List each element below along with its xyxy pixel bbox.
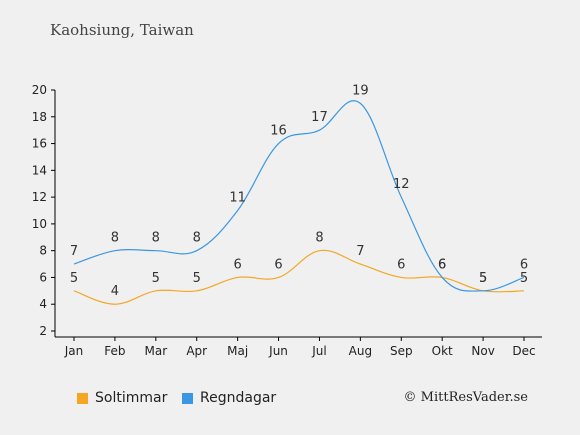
data-label-sun: 6 [438, 257, 446, 272]
data-label-sun: 5 [479, 271, 487, 286]
legend-swatch-rain [182, 392, 193, 404]
x-tick-label: Feb [104, 344, 125, 358]
data-label-sun: 6 [397, 257, 405, 272]
x-tick-label: Apr [186, 344, 207, 358]
data-label-sun: 5 [193, 271, 201, 286]
data-label-sun: 5 [152, 271, 160, 286]
x-tick-label: Mar [144, 344, 167, 358]
data-label-sun: 4 [111, 284, 119, 299]
data-label-sun: 6 [274, 257, 282, 272]
x-tick-label: Aug [349, 344, 372, 358]
data-label-sun: 8 [315, 231, 323, 246]
x-tick-label: Sep [390, 344, 413, 358]
data-label-rain: 17 [311, 110, 328, 125]
y-tick-label: 18 [32, 110, 47, 124]
y-tick-label: 6 [39, 270, 47, 284]
x-tick-label: Okt [432, 344, 453, 358]
legend-label-sun: Soltimmar [95, 390, 168, 406]
legend-item-rain: Regndagar [182, 390, 276, 406]
legend-item-sun: Soltimmar [77, 390, 167, 406]
x-tick-label: Jan [64, 344, 84, 358]
x-tick-label: Nov [471, 344, 494, 358]
data-label-rain: 19 [352, 83, 369, 98]
legend-label-rain: Regndagar [200, 390, 277, 406]
y-tick-label: 10 [32, 217, 47, 231]
line-chart: 2 4 6 8 10 12 14 16 18 20 Jan Feb Mar Apr Maj Jun Jul Aug… [32, 83, 542, 358]
y-tick-label: 8 [39, 244, 47, 258]
data-label-rain: 6 [438, 257, 446, 272]
series-line-sun [73, 249, 525, 305]
x-tick-label: Jun [268, 344, 288, 358]
data-label-sun: 5 [520, 271, 528, 286]
y-tick-label: 2 [39, 324, 47, 338]
credit-text: © MittResVader.se [403, 390, 528, 405]
data-label-sun: 7 [356, 244, 364, 259]
data-label-rain: 8 [193, 231, 201, 246]
data-label-rain: 11 [229, 191, 246, 206]
y-tick-label: 16 [32, 137, 47, 151]
y-tick-label: 12 [32, 190, 47, 204]
data-label-rain: 12 [393, 177, 410, 192]
x-tick-label: Dec [512, 344, 535, 358]
x-tick-label: Maj [227, 344, 248, 358]
x-tick-label: Jul [311, 344, 326, 358]
data-label-rain: 7 [70, 244, 78, 259]
data-label-rain: 8 [111, 231, 119, 246]
data-label-sun: 6 [233, 257, 241, 272]
y-tick-label: 14 [32, 163, 47, 177]
data-label-rain: 5 [479, 271, 487, 286]
data-label-rain: 16 [270, 124, 287, 139]
data-label-rain: 6 [520, 257, 528, 272]
legend-swatch-sun [77, 392, 88, 404]
page-title: Kaohsiung, Taiwan [50, 21, 194, 39]
series-line-rain [73, 100, 525, 292]
data-label-rain: 8 [152, 231, 160, 246]
y-tick-label: 20 [32, 83, 47, 97]
data-label-sun: 5 [70, 271, 78, 286]
y-tick-label: 4 [39, 297, 47, 311]
